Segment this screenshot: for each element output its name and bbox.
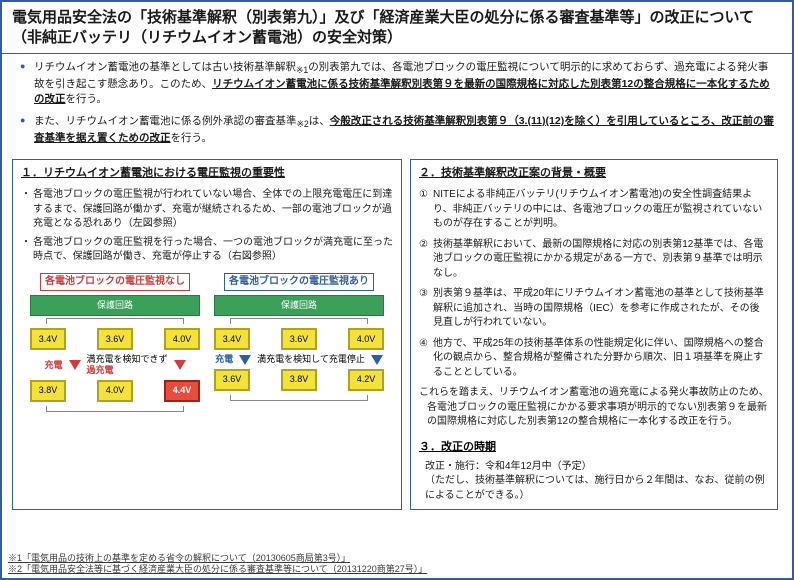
timing-body: 改正・施行：令和4年12月中（予定） （ただし、技術基準解釈については、施行日か… (419, 460, 769, 504)
arrow-down-icon (69, 360, 81, 370)
intro-item: リチウムイオン蓄電池の基準としては古い技術基準解釈※1の別表第九では、各電池ブロ… (20, 60, 774, 109)
battery-cell: 3.6V (214, 369, 250, 391)
battery-cell-overcharge: 4.4V (164, 380, 200, 402)
footnote: ※1「電気用品の技術上の基準を定める省令の解釈について（20130605商局第3… (8, 553, 786, 565)
arrow-row: 充電 満充電を検知して充電停止 (214, 354, 384, 365)
conclusion: これらを踏まえ、リチウムイオン蓄電池の過充電による発火事故防止のため、各電池ブロ… (419, 386, 769, 430)
bullet-item: 各電池ブロックの電圧監視が行われていない場合、全体での上限充電電圧に到達するまで… (21, 188, 393, 232)
section-2-items: ①NITEによる非純正バッテリ(リチウムイオン蓄電池)の安全性調査結果より、非純… (419, 188, 769, 380)
arrow-down-icon (174, 360, 186, 370)
battery-cell: 3.8V (281, 369, 317, 391)
intro-block: リチウムイオン蓄電池の基準としては古い技術基準解釈※1の別表第九では、各電池ブロ… (2, 54, 792, 160)
group-a-title: 各電池ブロックの電圧監視なし (40, 273, 190, 292)
footnote: ※2「電気用品安全法等に基づく経済産業大臣の処分に係る審査基準等について（201… (8, 564, 786, 576)
battery-cell: 3.6V (97, 328, 133, 350)
diagram-group-a: 各電池ブロックの電圧監視なし 保護回路 3.4V 3.6V 4.0V 充電 満充… (30, 273, 200, 412)
section-1-title: １．リチウムイオン蓄電池における電圧監視の重要性 (21, 166, 393, 182)
battery-cell: 3.6V (281, 328, 317, 350)
battery-cell: 4.0V (164, 328, 200, 350)
protect-circuit: 保護回路 (214, 295, 384, 316)
section-2-title: ２．技術基準解釈改正案の背景・概要 (419, 166, 769, 182)
section-1-bullets: 各電池ブロックの電圧監視が行われていない場合、全体での上限充電電圧に到達するまで… (21, 188, 393, 265)
right-column: ２．技術基準解釈改正案の背景・概要 ①NITEによる非純正バッテリ(リチウムイオ… (410, 159, 778, 510)
battery-cell: 4.2V (348, 369, 384, 391)
cell-row: 3.6V 3.8V 4.2V (214, 369, 384, 391)
diagram: 各電池ブロックの電圧監視なし 保護回路 3.4V 3.6V 4.0V 充電 満充… (21, 273, 393, 412)
battery-cell: 3.4V (30, 328, 66, 350)
numbered-item: ④他方で、平成25年の技術基準体系の性能規定化に伴い、国際規格への整合化の観点か… (419, 337, 769, 381)
page-title: 電気用品安全法の「技術基準解釈（別表第九）」及び「経済産業大臣の処分に係る審査基… (2, 2, 792, 54)
intro-item: また、リチウムイオン蓄電池に係る例外承認の審査基準※2は、今般改正される技術基準… (20, 114, 774, 147)
arrow-down-icon (371, 355, 383, 365)
left-column: １．リチウムイオン蓄電池における電圧監視の重要性 各電池ブロックの電圧監視が行わ… (12, 159, 402, 510)
arrow-down-icon (239, 355, 251, 365)
group-b-title: 各電池ブロックの電圧監視あり (224, 273, 374, 292)
battery-cell: 4.0V (348, 328, 384, 350)
battery-cell: 3.8V (30, 380, 66, 402)
diagram-group-b: 各電池ブロックの電圧監視あり 保護回路 3.4V 3.6V 4.0V 充電 満充… (214, 273, 384, 412)
section-3-title: ３．改正の時期 (419, 440, 769, 456)
protect-circuit: 保護回路 (30, 295, 200, 316)
cell-row: 3.8V 4.0V 4.4V (30, 380, 200, 402)
columns: １．リチウムイオン蓄電池における電圧監視の重要性 各電池ブロックの電圧監視が行わ… (2, 159, 792, 510)
footnotes: ※1「電気用品の技術上の基準を定める省令の解釈について（20130605商局第3… (8, 553, 786, 576)
battery-cell: 4.0V (97, 380, 133, 402)
numbered-item: ①NITEによる非純正バッテリ(リチウムイオン蓄電池)の安全性調査結果より、非純… (419, 188, 769, 232)
document-page: 電気用品安全法の「技術基準解釈（別表第九）」及び「経済産業大臣の処分に係る審査基… (0, 0, 794, 580)
arrow-row: 充電 満充電を検知できず過充電 (30, 354, 200, 376)
bullet-item: 各電池ブロックの電圧監視を行った場合、一つの電池ブロックが満充電に至った時点で、… (21, 236, 393, 265)
numbered-item: ③別表第９基準は、平成20年にリチウムイオン蓄電池の基準として技術基準解釈に追加… (419, 287, 769, 331)
numbered-item: ②技術基準解釈において、最新の国際規格に対応の別表第12基準では、各電池ブロック… (419, 238, 769, 282)
battery-cell: 3.4V (214, 328, 250, 350)
cell-row: 3.4V 3.6V 4.0V (30, 328, 200, 350)
cell-row: 3.4V 3.6V 4.0V (214, 328, 384, 350)
